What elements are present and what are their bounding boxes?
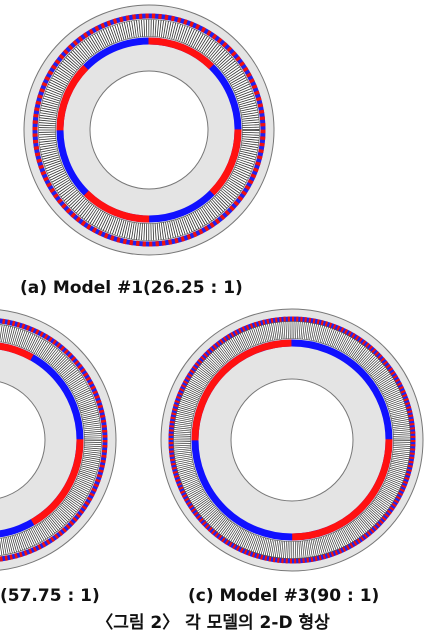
label-b: (57.75 : 1) — [0, 586, 100, 606]
gear-model-b — [0, 309, 116, 571]
caption: 〈그림 2〉 각 모델의 2-D 형상 — [96, 612, 330, 633]
figure: (a) Model #1(26.25 : 1) (57.75 : 1) (c) … — [0, 0, 427, 638]
page: (a) Model #1(26.25 : 1) (57.75 : 1) (c) … — [0, 0, 427, 638]
gear-model-c — [161, 309, 423, 571]
gear-model-a — [24, 5, 274, 255]
label-c: (c) Model #3(90 : 1) — [188, 586, 379, 606]
label-a: (a) Model #1(26.25 : 1) — [20, 278, 243, 298]
